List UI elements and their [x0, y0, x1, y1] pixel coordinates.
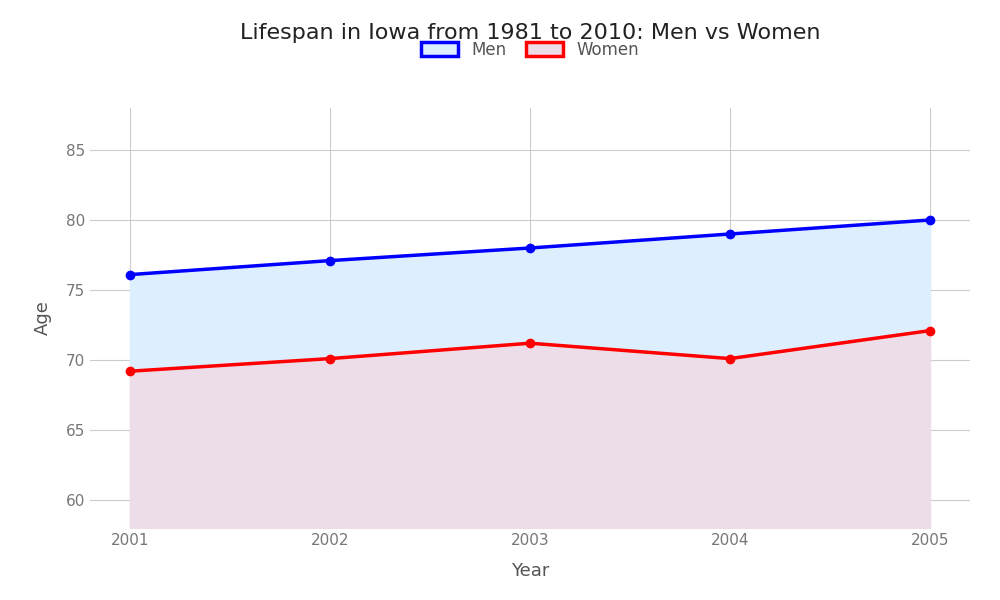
- Men: [124, 271, 136, 278]
- Men: [524, 244, 536, 251]
- Line: Men: Men: [126, 216, 934, 279]
- Women: [124, 368, 136, 375]
- Men: [724, 230, 736, 238]
- Men: [924, 217, 936, 224]
- Women: [324, 355, 336, 362]
- Legend: Men, Women: Men, Women: [421, 41, 639, 59]
- Y-axis label: Age: Age: [34, 301, 52, 335]
- Title: Lifespan in Iowa from 1981 to 2010: Men vs Women: Lifespan in Iowa from 1981 to 2010: Men …: [240, 23, 820, 43]
- Line: Women: Women: [126, 326, 934, 376]
- Men: [324, 257, 336, 264]
- Women: [924, 327, 936, 334]
- Women: [724, 355, 736, 362]
- X-axis label: Year: Year: [511, 562, 549, 580]
- Women: [524, 340, 536, 347]
